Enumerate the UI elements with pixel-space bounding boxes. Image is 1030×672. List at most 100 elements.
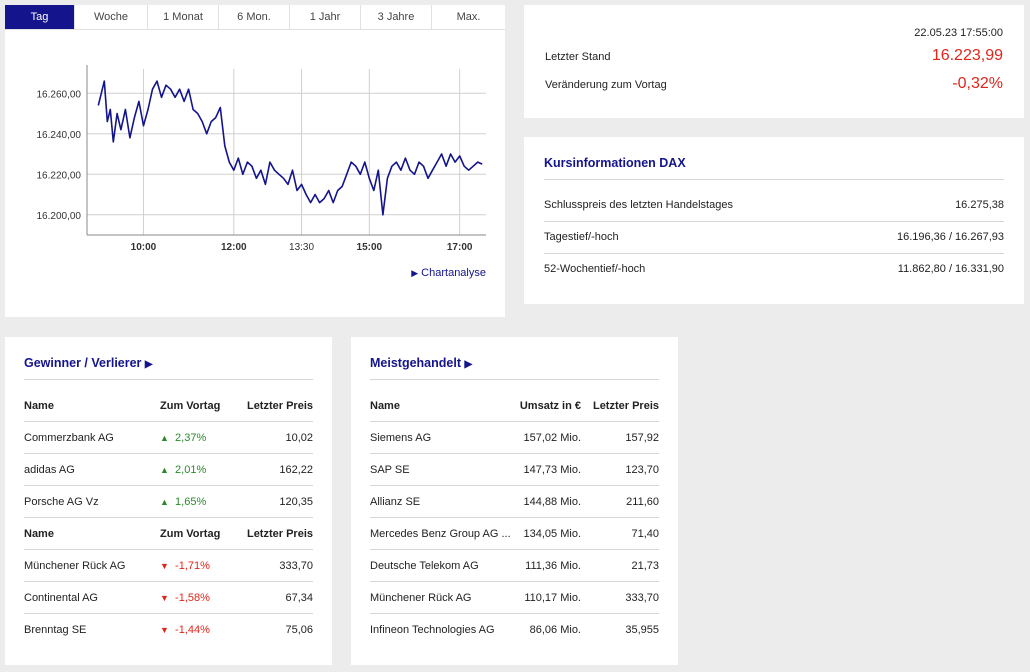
tab-3-jahre[interactable]: 3 Jahre: [361, 5, 432, 29]
divider: [370, 421, 659, 422]
dax-price-line: [97, 80, 483, 216]
divider: [370, 379, 659, 380]
x-tick-label: 15:00: [357, 242, 383, 253]
stock-name: Infineon Technologies AG: [370, 624, 495, 636]
divider: [370, 517, 659, 518]
stock-price: 35,955: [625, 624, 659, 636]
stock-name: SAP SE: [370, 464, 410, 476]
divider: [24, 485, 313, 486]
stock-price: 333,70: [279, 560, 313, 572]
stock-change: ▼ -1,71%: [160, 560, 210, 572]
tab-1-monat[interactable]: 1 Monat: [148, 5, 219, 29]
stock-name: Münchener Rück AG: [24, 560, 126, 572]
stock-price: 67,34: [285, 592, 313, 604]
stock-volume: 147,73 Mio.: [523, 464, 581, 476]
stock-price: 71,40: [631, 528, 659, 540]
info-value-tagestief: 16.196,36 / 16.267,93: [896, 231, 1004, 243]
stock-volume: 144,88 Mio.: [523, 496, 581, 508]
divider: [24, 549, 313, 550]
stock-name: Deutsche Telekom AG: [370, 560, 479, 572]
info-value-52-wochen: 11.862,80 / 16.331,90: [897, 263, 1004, 275]
stock-name: Mercedes Benz Group AG ...: [370, 528, 511, 540]
stock-price: 120,35: [279, 496, 313, 508]
stock-name: Commerzbank AG: [24, 432, 114, 444]
stock-price: 10,02: [285, 432, 313, 444]
gewinner-verlierer-panel: Gewinner / Verlierer ▶ Name Zum Vortag L…: [5, 337, 332, 665]
header-letzter-preis: Letzter Preis: [246, 528, 313, 540]
x-tick-label: 17:00: [447, 242, 473, 253]
tab-1-jahr[interactable]: 1 Jahr: [290, 5, 361, 29]
kursinformationen-title: Kursinformationen DAX: [544, 156, 686, 170]
tab-woche[interactable]: Woche: [75, 5, 148, 29]
stock-name: Siemens AG: [370, 432, 432, 444]
y-tick-label: 16.240,00: [37, 130, 82, 141]
x-tick-label: 12:00: [221, 242, 247, 253]
info-label-52-wochen: 52-Wochentief/-hoch: [544, 263, 646, 275]
stock-price: 75,06: [285, 624, 313, 636]
play-triangle-icon: ▶: [144, 359, 153, 370]
change-text: -1,44%: [175, 624, 210, 636]
change-text: -1,71%: [175, 560, 210, 572]
divider: [24, 421, 313, 422]
play-triangle-icon: ▶: [411, 268, 419, 278]
stock-name: Brenntag SE: [24, 624, 87, 636]
y-tick-label: 16.260,00: [37, 89, 82, 100]
stock-price: 21,73: [631, 560, 659, 572]
stock-name: Münchener Rück AG: [370, 592, 472, 604]
divider: [544, 221, 1004, 222]
stock-change: ▲ 1,65%: [160, 496, 206, 508]
stock-name: adidas AG: [24, 464, 75, 476]
stock-price: 157,92: [625, 432, 659, 444]
stock-volume: 157,02 Mio.: [523, 432, 581, 444]
divider: [24, 613, 313, 614]
tab-max[interactable]: Max.: [456, 11, 481, 23]
change-label: Veränderung zum Vortag: [545, 79, 667, 91]
y-tick-label: 16.200,00: [37, 211, 82, 222]
divider: [24, 517, 313, 518]
stock-volume: 86,06 Mio.: [529, 624, 581, 636]
arrow-down-icon: ▼: [160, 625, 169, 635]
gewinner-verlierer-link[interactable]: Gewinner / Verlierer ▶: [24, 356, 153, 370]
play-triangle-icon: ▶: [464, 359, 473, 370]
stock-volume: 110,17 Mio.: [524, 592, 581, 604]
info-label-schlusspreis: Schlusspreis des letzten Handelstages: [544, 199, 733, 211]
stock-change: ▲ 2,37%: [160, 432, 206, 444]
stock-price: 162,22: [279, 464, 313, 476]
header-letzter-preis: Letzter Preis: [246, 400, 313, 412]
change-value: -0,32%: [952, 75, 1003, 92]
timeframe-tabs: Tag Woche 1 Monat 6 Mon. 1 Jahr 3 Jahre …: [5, 5, 505, 30]
header-name: Name: [24, 400, 54, 412]
divider: [24, 581, 313, 582]
tab-tag[interactable]: Tag: [5, 5, 75, 29]
header-name: Name: [370, 400, 400, 412]
divider: [24, 379, 313, 380]
quote-timestamp: 22.05.23 17:55:00: [914, 27, 1003, 39]
divider: [544, 179, 1004, 180]
chart-panel: Tag Woche 1 Monat 6 Mon. 1 Jahr 3 Jahre …: [5, 5, 505, 317]
stock-price: 123,70: [625, 464, 659, 476]
tab-6-mon[interactable]: 6 Mon.: [219, 5, 290, 29]
intraday-line-chart: 16.200,00 16.220,00 16.240,00 16.260,00 10:0…: [37, 65, 486, 253]
divider: [24, 453, 313, 454]
quote-panel: 22.05.23 17:55:00 Letzter Stand 16.223,9…: [524, 5, 1024, 118]
kursinformationen-panel: Kursinformationen DAX Schlusspreis des l…: [524, 137, 1024, 304]
x-tick-label: 10:00: [131, 242, 157, 253]
meistgehandelt-panel: Meistgehandelt ▶ Name Umsatz in € Letzte…: [351, 337, 678, 665]
divider: [370, 453, 659, 454]
arrow-up-icon: ▲: [160, 465, 169, 475]
stock-change: ▲ 2,01%: [160, 464, 206, 476]
last-price-label: Letzter Stand: [545, 51, 611, 63]
chartanalyse-label: Chartanalyse: [421, 267, 486, 279]
arrow-up-icon: ▲: [160, 433, 169, 443]
y-tick-label: 16.220,00: [37, 170, 82, 181]
stock-name: Porsche AG Vz: [24, 496, 99, 508]
change-text: 2,37%: [175, 432, 207, 444]
chartanalyse-link[interactable]: ▶ Chartanalyse: [411, 267, 486, 279]
header-name: Name: [24, 528, 54, 540]
stock-change: ▼ -1,44%: [160, 624, 210, 636]
stock-name: Continental AG: [24, 592, 98, 604]
meistgehandelt-title: Meistgehandelt: [370, 356, 461, 370]
info-label-tagestief: Tagestief/-hoch: [544, 231, 619, 243]
meistgehandelt-link[interactable]: Meistgehandelt ▶: [370, 356, 472, 370]
arrow-down-icon: ▼: [160, 561, 169, 571]
